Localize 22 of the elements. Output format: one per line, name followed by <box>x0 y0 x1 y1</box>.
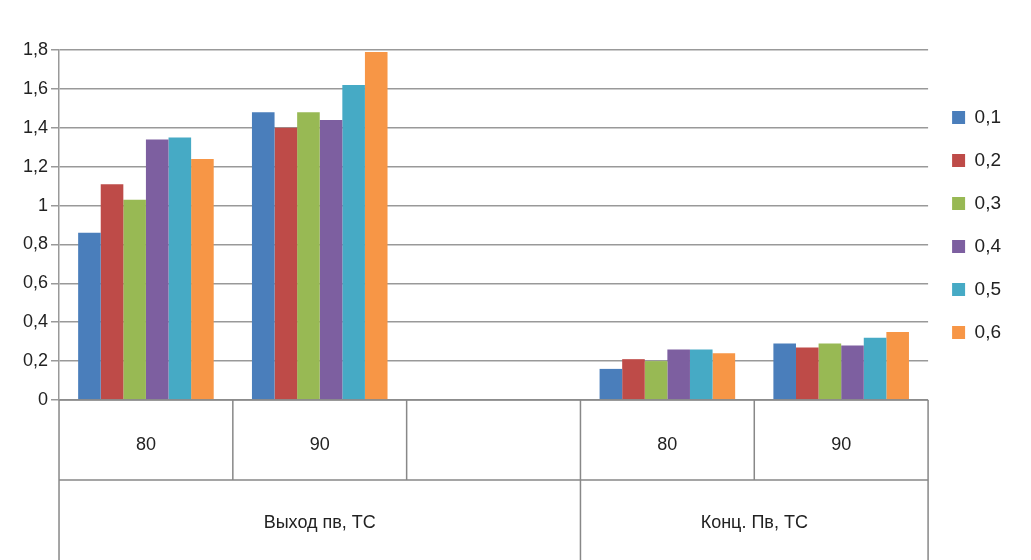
y-tick-label: 0,4 <box>22 311 49 332</box>
y-tick-label: 0,6 <box>22 272 49 293</box>
y-tick-label: 1,8 <box>22 38 49 59</box>
legend-label: 0,3 <box>974 191 1002 213</box>
x-tick-label: 90 <box>309 433 330 454</box>
x-tick-label: 80 <box>135 433 156 454</box>
legend-label: 0,5 <box>974 277 1002 299</box>
y-tick-label: 1,4 <box>22 116 49 137</box>
y-tick-label: 1,2 <box>22 155 49 176</box>
legend-label: 0,6 <box>974 320 1002 342</box>
y-tick-label: 0,2 <box>22 350 49 371</box>
text: Выход пв, ТС <box>263 511 376 532</box>
y-tick-label: 1,6 <box>22 77 49 98</box>
text: Конц. Пв, ТС <box>700 511 808 532</box>
y-tick-label: 1 <box>38 194 49 215</box>
y-tick-label: 0 <box>38 388 49 409</box>
legend-label: 0,1 <box>974 105 1002 127</box>
x-tick-label: 90 <box>831 433 852 454</box>
legend-label: 0,4 <box>974 234 1002 256</box>
legend-label: 0,2 <box>974 148 1002 170</box>
y-tick-label: 0,8 <box>22 233 49 254</box>
x-tick-label: 80 <box>657 433 678 454</box>
